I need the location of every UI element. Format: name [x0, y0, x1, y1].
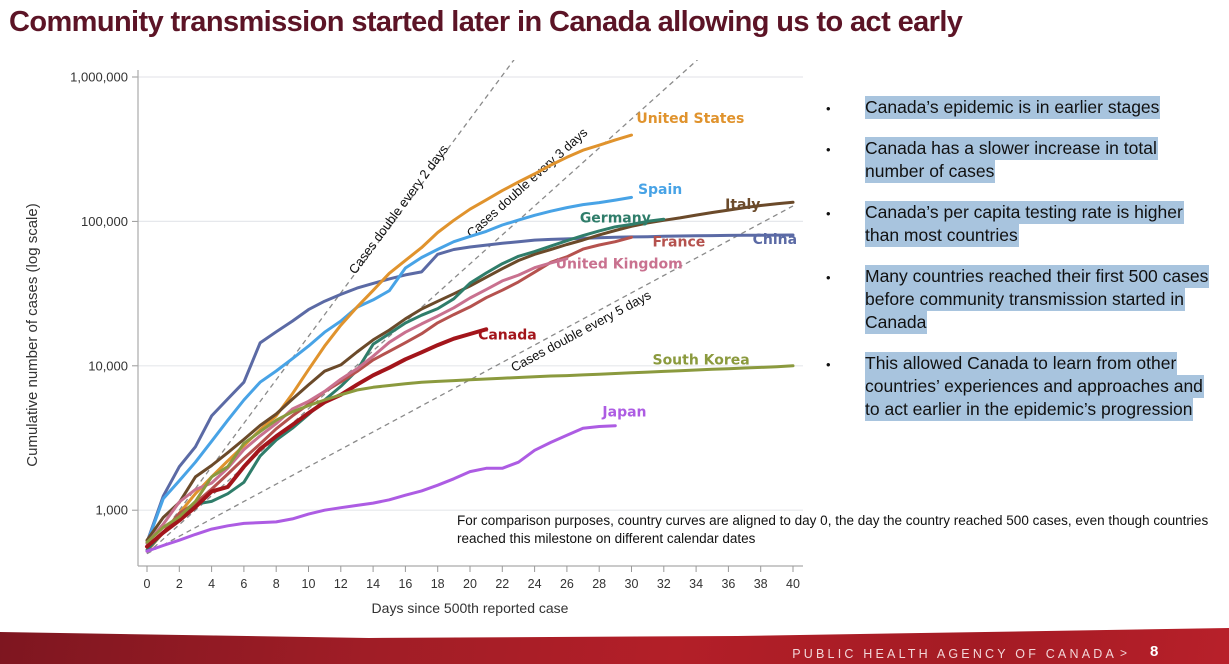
key-point-text: This allowed Canada to learn from other … — [865, 352, 1204, 421]
chevron-right-icon: > — [1120, 646, 1128, 660]
bullet-icon: • — [826, 270, 831, 285]
x-tick-label: 12 — [334, 577, 348, 591]
series-label-united-kingdom: United Kingdom — [556, 257, 683, 273]
x-tick-label: 6 — [240, 577, 247, 591]
cases-chart: Cases double every 2 days Cases double ev… — [24, 60, 803, 616]
footer-org-name: PUBLIC HEALTH AGENCY OF CANADA — [792, 647, 1117, 661]
x-tick-label: 32 — [657, 577, 671, 591]
y-tick-label: 1,000 — [95, 503, 128, 518]
doubling-reference-label: Cases double every 3 days — [464, 124, 591, 240]
x-tick-label: 8 — [273, 577, 280, 591]
x-axis-title: Days since 500th reported case — [372, 600, 569, 616]
series-label-japan: Japan — [601, 405, 646, 421]
y-tick-label: 10,000 — [88, 358, 128, 373]
key-point: • Canada’s epidemic is in earlier stages — [818, 96, 1218, 119]
x-tick-label: 40 — [786, 577, 800, 591]
x-tick-label: 30 — [625, 577, 639, 591]
series-label-germany: Germany — [580, 211, 651, 227]
key-points-list: • Canada’s epidemic is in earlier stages … — [818, 96, 1218, 439]
key-point: • Many countries reached their first 500 … — [818, 265, 1218, 334]
grid-lines — [138, 76, 803, 511]
page-number: 8 — [1150, 643, 1159, 660]
x-tick-label: 38 — [754, 577, 768, 591]
y-axis-title: Cumulative number of cases (log scale) — [24, 203, 41, 466]
x-tick-label: 22 — [495, 577, 509, 591]
x-tick-label: 16 — [398, 577, 412, 591]
bullet-icon: • — [826, 357, 831, 372]
x-tick-label: 0 — [144, 577, 151, 591]
x-tick-label: 26 — [560, 577, 574, 591]
series-label-spain: Spain — [638, 182, 682, 198]
series-lines — [145, 133, 795, 553]
y-tick-label: 1,000,000 — [70, 70, 128, 85]
series-line-canada — [145, 327, 489, 549]
series-label-china: China — [753, 232, 797, 248]
key-point-text: Canada has a slower increase in total nu… — [865, 137, 1158, 183]
bullet-icon: • — [826, 142, 831, 157]
series-label-south-korea: South Korea — [652, 353, 749, 369]
x-tick-label: 36 — [721, 577, 735, 591]
x-tick-label: 20 — [463, 577, 477, 591]
key-point: • This allowed Canada to learn from other… — [818, 352, 1218, 421]
series-line-japan — [145, 424, 617, 553]
series-line-spain — [145, 195, 633, 545]
series-label-canada: Canada — [478, 328, 537, 344]
x-tick-label: 4 — [208, 577, 215, 591]
x-tick-label: 10 — [302, 577, 316, 591]
series-line-italy — [145, 200, 795, 542]
series-line-germany — [145, 217, 666, 552]
x-tick-label: 18 — [431, 577, 445, 591]
x-tick-label: 2 — [176, 577, 183, 591]
key-point: • Canada’s per capita testing rate is hig… — [818, 201, 1218, 247]
x-tick-label: 28 — [592, 577, 606, 591]
key-point: • Canada has a slower increase in total n… — [818, 137, 1218, 183]
x-tick-label: 24 — [528, 577, 542, 591]
key-point-text: Many countries reached their first 500 c… — [865, 265, 1210, 334]
series-line-united-states — [145, 133, 633, 553]
bullet-icon: • — [826, 206, 831, 221]
series-label-france: France — [652, 235, 705, 251]
doubling-reference-line — [146, 60, 515, 555]
key-point-text: Canada’s epidemic is in earlier stages — [865, 96, 1161, 119]
alignment-note: For comparison purposes, country curves … — [457, 513, 1209, 546]
series-line-united-kingdom — [145, 257, 569, 545]
series-labels: United States Spain Italy Germany China Franc… — [478, 111, 797, 421]
y-tick-label: 100,000 — [81, 214, 128, 229]
slide-title: Community transmission started later in … — [9, 6, 963, 38]
bullet-icon: • — [826, 101, 831, 116]
x-tick-label: 14 — [366, 577, 380, 591]
series-label-italy: Italy — [725, 197, 760, 213]
series-line-south-korea — [145, 364, 795, 544]
key-point-text: Canada’s per capita testing rate is high… — [865, 201, 1184, 247]
series-label-united-states: United States — [636, 111, 744, 127]
x-tick-label: 34 — [689, 577, 703, 591]
series-line-china — [145, 233, 795, 544]
